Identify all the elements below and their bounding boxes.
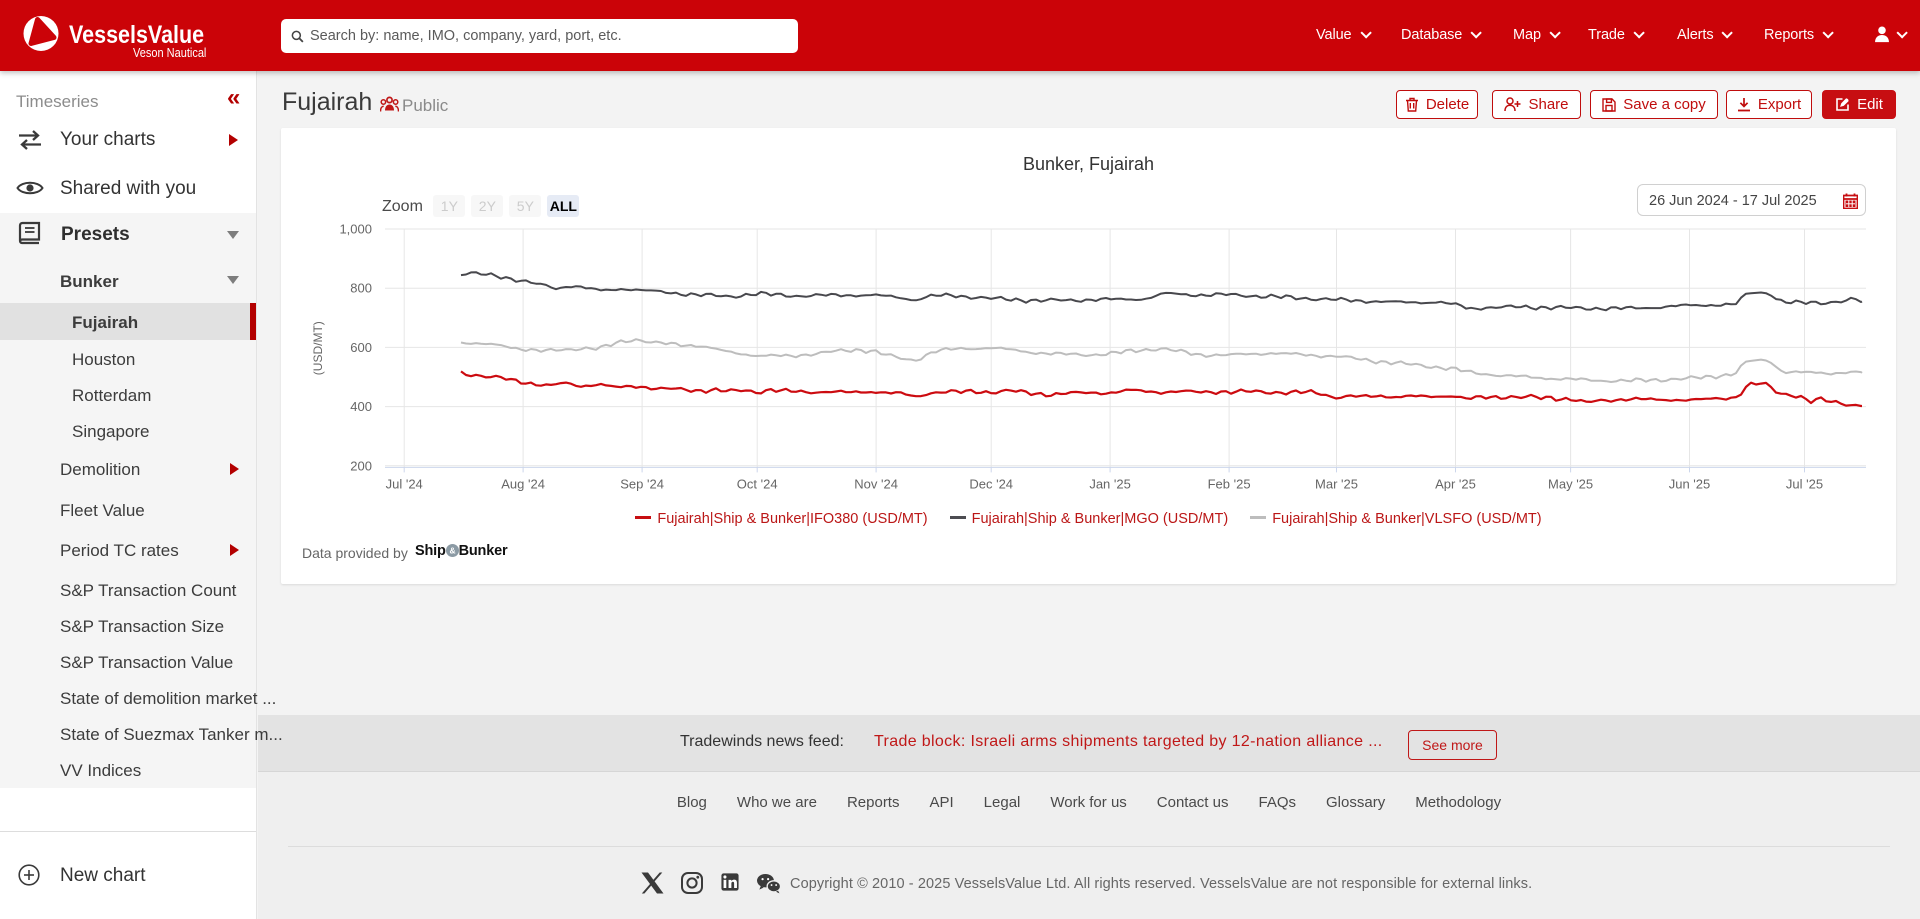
svg-text:Mar '25: Mar '25 bbox=[1315, 476, 1358, 491]
svg-text:&: & bbox=[449, 546, 455, 556]
svg-text:1,000: 1,000 bbox=[339, 222, 372, 237]
svg-text:Dec '24: Dec '24 bbox=[969, 476, 1013, 491]
svg-text:Nov '24: Nov '24 bbox=[854, 476, 898, 491]
svg-text:Feb '25: Feb '25 bbox=[1208, 476, 1251, 491]
svg-text:(USD/MT): (USD/MT) bbox=[311, 321, 325, 375]
svg-text:Aug '24: Aug '24 bbox=[501, 476, 545, 491]
svg-text:May '25: May '25 bbox=[1548, 476, 1593, 491]
svg-text:Jul '25: Jul '25 bbox=[1786, 476, 1823, 491]
svg-text:Jan '25: Jan '25 bbox=[1089, 476, 1131, 491]
svg-text:Jul '24: Jul '24 bbox=[386, 476, 423, 491]
svg-text:800: 800 bbox=[350, 281, 372, 296]
svg-text:600: 600 bbox=[350, 340, 372, 355]
svg-text:Oct '24: Oct '24 bbox=[737, 476, 778, 491]
svg-text:Apr '25: Apr '25 bbox=[1435, 476, 1476, 491]
svg-text:Jun '25: Jun '25 bbox=[1669, 476, 1711, 491]
svg-text:200: 200 bbox=[350, 458, 372, 473]
svg-text:Sep '24: Sep '24 bbox=[620, 476, 664, 491]
svg-text:400: 400 bbox=[350, 399, 372, 414]
